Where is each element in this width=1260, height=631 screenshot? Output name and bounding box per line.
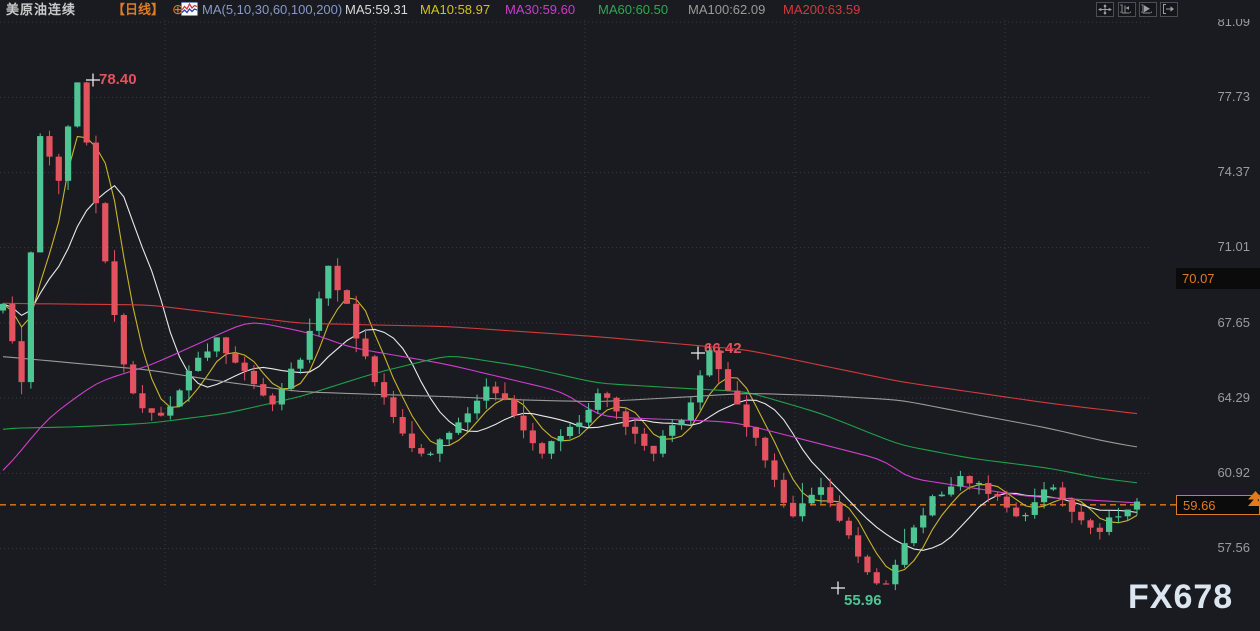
svg-text:55.96: 55.96: [844, 592, 882, 609]
svg-text:78.40: 78.40: [99, 71, 137, 88]
